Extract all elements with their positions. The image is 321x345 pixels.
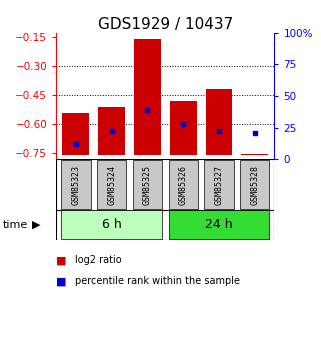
Text: GSM85323: GSM85323 <box>71 165 80 205</box>
Text: GSM85327: GSM85327 <box>214 165 223 205</box>
Bar <box>169 210 269 239</box>
Bar <box>98 107 125 155</box>
Text: ▶: ▶ <box>32 220 40 230</box>
Bar <box>169 160 198 209</box>
Text: 24 h: 24 h <box>205 218 233 231</box>
Text: ■: ■ <box>56 276 67 286</box>
Text: GSM85326: GSM85326 <box>179 165 188 205</box>
Text: percentile rank within the sample: percentile rank within the sample <box>75 276 240 286</box>
Text: log2 ratio: log2 ratio <box>75 256 122 265</box>
Bar <box>205 89 232 155</box>
Bar <box>170 101 197 155</box>
Text: 6 h: 6 h <box>102 218 122 231</box>
Bar <box>61 160 91 209</box>
Text: GSM85325: GSM85325 <box>143 165 152 205</box>
Bar <box>97 160 126 209</box>
Text: GSM85324: GSM85324 <box>107 165 116 205</box>
Bar <box>204 160 234 209</box>
Bar <box>61 210 162 239</box>
Bar <box>240 160 269 209</box>
Text: time: time <box>3 220 29 230</box>
Bar <box>133 160 162 209</box>
Text: ■: ■ <box>56 256 67 265</box>
Bar <box>63 112 89 155</box>
Bar <box>134 39 161 155</box>
Title: GDS1929 / 10437: GDS1929 / 10437 <box>98 17 233 32</box>
Text: GSM85328: GSM85328 <box>250 165 259 205</box>
